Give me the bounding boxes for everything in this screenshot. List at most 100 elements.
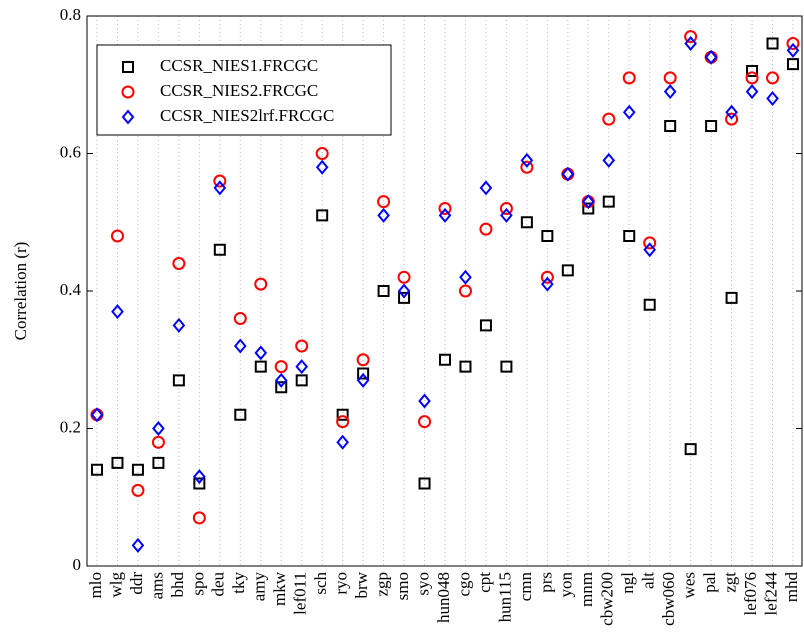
marker-square — [275, 381, 288, 394]
x-tick-label: mnm — [577, 572, 596, 607]
marker-circle — [131, 483, 145, 497]
marker-diamond — [500, 207, 513, 223]
x-tick-label: sch — [311, 572, 330, 595]
marker-circle — [274, 360, 288, 374]
marker-diamond — [336, 434, 349, 450]
marker-square — [295, 374, 308, 387]
x-tick-label: cmn — [516, 572, 535, 602]
marker-diamond — [725, 104, 738, 120]
marker-square — [91, 463, 103, 476]
marker-diamond — [479, 180, 493, 196]
marker-circle — [295, 339, 309, 353]
marker-circle — [622, 71, 636, 85]
marker-circle — [151, 435, 165, 449]
x-tick-label: zgt — [720, 572, 739, 593]
marker-square — [172, 374, 185, 387]
marker-diamond — [233, 338, 247, 354]
marker-circle — [663, 71, 677, 85]
x-tick-label: lef244 — [761, 572, 780, 616]
marker-circle — [499, 202, 513, 215]
marker-diamond — [172, 317, 186, 333]
marker-circle — [786, 37, 800, 50]
marker-diamond — [397, 283, 411, 299]
marker-diamond — [418, 393, 431, 409]
x-tick-label: brw — [352, 571, 371, 598]
marker-diamond — [152, 420, 165, 437]
marker-square — [520, 216, 533, 229]
marker-square — [582, 202, 595, 215]
marker-square — [336, 408, 349, 421]
x-tick-label: deu — [209, 572, 228, 597]
marker-diamond — [541, 276, 554, 292]
marker-circle — [458, 284, 472, 298]
x-tick-label: hun048 — [434, 572, 453, 623]
marker-diamond — [561, 166, 575, 182]
marker-circle — [192, 511, 206, 525]
marker-square — [500, 360, 513, 373]
marker-circle — [725, 112, 739, 126]
marker-square — [152, 456, 165, 469]
marker-diamond — [111, 304, 124, 320]
legend-label: CCSR_NIES2lrf.FRCGC — [160, 106, 334, 125]
marker-diamond — [90, 407, 104, 423]
marker-diamond — [213, 180, 227, 196]
y-axis-label: Correlation (r) — [11, 242, 30, 341]
x-tick-label: mkw — [270, 571, 289, 606]
marker-diamond — [520, 152, 534, 168]
marker-diamond — [684, 35, 697, 52]
legend-box — [96, 44, 392, 136]
marker-circle — [377, 195, 391, 209]
marker-square — [705, 120, 718, 132]
marker-square — [254, 360, 267, 373]
legend-label: CCSR_NIES1.FRCGC — [160, 56, 318, 75]
marker-square — [746, 65, 759, 77]
marker-diamond — [356, 372, 370, 388]
marker-square — [479, 319, 492, 332]
marker-diamond — [459, 269, 472, 285]
marker-diamond — [745, 84, 759, 100]
x-tick-label: syo — [413, 572, 432, 596]
x-tick-label: zgp — [372, 572, 391, 597]
x-tick-label: pal — [700, 572, 719, 593]
marker-circle — [643, 236, 657, 250]
x-tick-label: bhd — [168, 572, 187, 598]
x-tick-label: wlg — [106, 572, 125, 598]
x-tick-label: cgo — [454, 572, 473, 597]
marker-circle — [315, 147, 329, 160]
marker-circle — [684, 30, 698, 44]
marker-square — [418, 477, 431, 490]
x-tick-label: ryo — [332, 572, 351, 595]
x-tick-label: tky — [229, 572, 248, 594]
legend-marker — [122, 61, 134, 73]
marker-circle — [602, 112, 616, 126]
marker-diamond — [254, 345, 268, 361]
marker-circle — [397, 270, 411, 284]
x-tick-label: prs — [536, 572, 555, 593]
marker-diamond — [704, 49, 718, 65]
marker-square — [787, 58, 799, 71]
marker-square — [766, 37, 779, 50]
marker-diamond — [602, 152, 616, 168]
marker-square — [213, 243, 226, 256]
marker-diamond — [295, 359, 309, 375]
x-tick-label: ams — [147, 572, 166, 599]
marker-square — [377, 285, 390, 297]
x-tick-label: wes — [680, 572, 699, 598]
marker-diamond — [315, 159, 329, 175]
x-tick-label: lef011 — [291, 572, 310, 615]
marker-diamond — [438, 207, 452, 223]
marker-square — [459, 360, 472, 373]
legend-label: CCSR_NIES2.FRCGC — [160, 81, 318, 100]
x-tick-label: smo — [393, 572, 412, 600]
y-tick-label: 0.2 — [60, 417, 81, 436]
y-tick-label: 0.8 — [60, 5, 81, 24]
marker-square — [602, 195, 615, 208]
marker-circle — [479, 222, 493, 236]
marker-square — [623, 230, 636, 242]
marker-circle — [418, 415, 432, 429]
x-tick-label: ddr — [127, 572, 146, 595]
legend-marker — [121, 109, 135, 125]
marker-diamond — [193, 469, 206, 485]
x-tick-label: yon — [557, 572, 576, 598]
